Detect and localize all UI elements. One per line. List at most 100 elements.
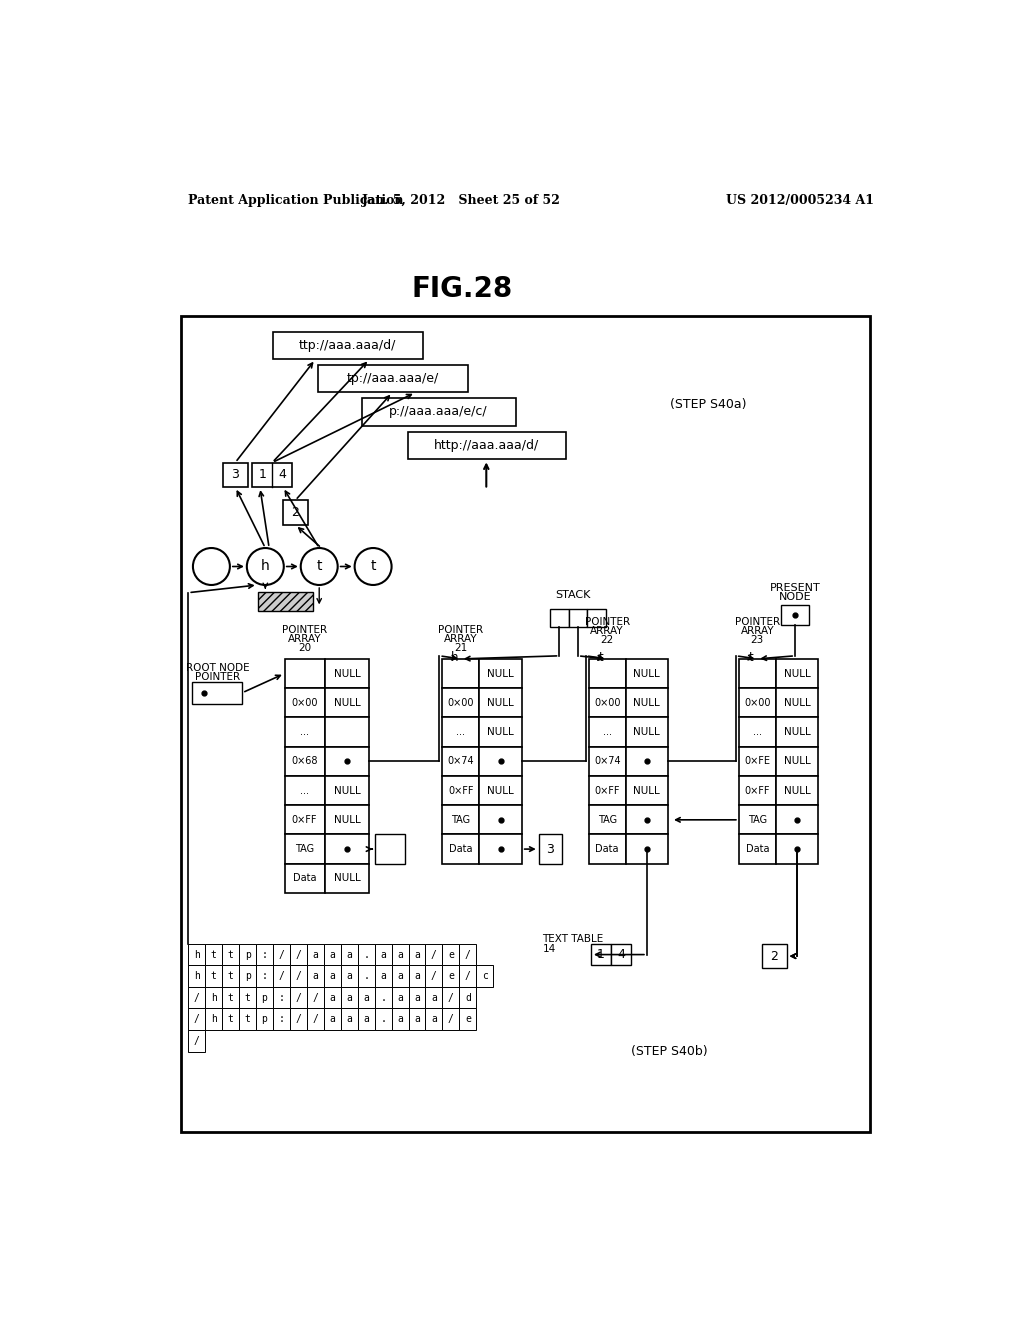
Bar <box>325 834 370 863</box>
Bar <box>409 944 425 965</box>
Bar <box>307 1008 324 1030</box>
Text: /: / <box>312 993 318 1003</box>
Text: tp://aaa.aaa/e/: tp://aaa.aaa/e/ <box>346 372 438 385</box>
Bar <box>550 609 568 627</box>
Text: ttp://aaa.aaa/d/: ttp://aaa.aaa/d/ <box>299 339 396 352</box>
Text: ARRAY: ARRAY <box>591 626 624 636</box>
Bar <box>626 747 668 776</box>
Bar <box>188 944 205 965</box>
Text: t: t <box>227 972 233 981</box>
Text: TAG: TAG <box>452 814 470 825</box>
Text: US 2012/0005234 A1: US 2012/0005234 A1 <box>726 194 874 207</box>
Text: 21: 21 <box>455 643 468 653</box>
Bar <box>325 776 370 805</box>
Text: 0×00: 0×00 <box>292 698 317 708</box>
Text: NULL: NULL <box>634 698 660 708</box>
Bar <box>290 965 307 987</box>
Text: 4: 4 <box>279 469 286 482</box>
Text: POINTER: POINTER <box>438 624 483 635</box>
Text: /: / <box>431 949 437 960</box>
Text: NULL: NULL <box>487 785 514 796</box>
Bar <box>425 1008 442 1030</box>
Bar <box>442 688 479 718</box>
Bar <box>285 718 325 747</box>
Text: a: a <box>364 993 369 1003</box>
Bar <box>290 987 307 1008</box>
Bar <box>325 747 370 776</box>
Text: e: e <box>465 1014 471 1024</box>
Text: a: a <box>346 1014 352 1024</box>
Bar <box>256 965 273 987</box>
Bar <box>442 805 479 834</box>
Text: a: a <box>431 1014 437 1024</box>
Text: 1: 1 <box>258 469 266 482</box>
Bar <box>739 834 776 863</box>
Bar <box>361 397 515 425</box>
Bar <box>273 944 290 965</box>
Text: /: / <box>296 949 301 960</box>
Bar <box>589 688 626 718</box>
Text: h: h <box>211 993 217 1003</box>
Bar <box>307 987 324 1008</box>
Bar <box>317 364 468 392</box>
Text: :: : <box>279 993 285 1003</box>
Bar <box>325 718 370 747</box>
Text: a: a <box>346 949 352 960</box>
Text: a: a <box>414 949 420 960</box>
Bar <box>479 747 521 776</box>
Text: NULL: NULL <box>334 668 360 678</box>
Text: t: t <box>749 651 754 664</box>
Text: ...: ... <box>300 785 309 796</box>
Bar <box>776 659 818 688</box>
Bar <box>341 944 357 965</box>
Bar <box>442 944 460 965</box>
Bar <box>285 834 325 863</box>
Bar <box>222 965 240 987</box>
Bar <box>376 834 404 863</box>
Bar <box>425 965 442 987</box>
Text: /: / <box>194 1036 200 1045</box>
Bar <box>739 805 776 834</box>
Text: a: a <box>364 1014 369 1024</box>
Bar <box>425 987 442 1008</box>
Bar <box>587 609 605 627</box>
Bar <box>256 987 273 1008</box>
Bar <box>739 688 776 718</box>
Text: /: / <box>447 1014 454 1024</box>
Text: a: a <box>330 949 335 960</box>
Bar <box>409 965 425 987</box>
Bar <box>626 688 668 718</box>
Bar <box>258 591 313 611</box>
Text: a: a <box>414 993 420 1003</box>
Text: d: d <box>465 993 471 1003</box>
Text: 0×74: 0×74 <box>447 756 474 767</box>
Bar <box>479 659 521 688</box>
Bar <box>460 965 476 987</box>
Text: NULL: NULL <box>334 874 360 883</box>
Text: NULL: NULL <box>783 668 810 678</box>
Bar <box>223 462 248 487</box>
Bar <box>626 718 668 747</box>
Text: h: h <box>211 1014 217 1024</box>
Text: NULL: NULL <box>634 668 660 678</box>
Bar <box>307 944 324 965</box>
Bar <box>285 805 325 834</box>
Bar <box>442 834 479 863</box>
Bar <box>391 987 409 1008</box>
Bar <box>222 944 240 965</box>
Text: http://aaa.aaa/d/: http://aaa.aaa/d/ <box>434 440 539 453</box>
Bar <box>442 1008 460 1030</box>
Text: STACK: STACK <box>556 590 591 601</box>
Text: a: a <box>330 1014 335 1024</box>
Bar <box>589 834 626 863</box>
Text: h: h <box>261 560 269 573</box>
Bar <box>589 718 626 747</box>
Text: a: a <box>397 949 403 960</box>
Text: 0×00: 0×00 <box>744 698 771 708</box>
Circle shape <box>354 548 391 585</box>
Text: :: : <box>261 949 267 960</box>
Bar <box>324 1008 341 1030</box>
Bar <box>479 776 521 805</box>
Bar <box>460 944 476 965</box>
Text: t: t <box>227 1014 233 1024</box>
